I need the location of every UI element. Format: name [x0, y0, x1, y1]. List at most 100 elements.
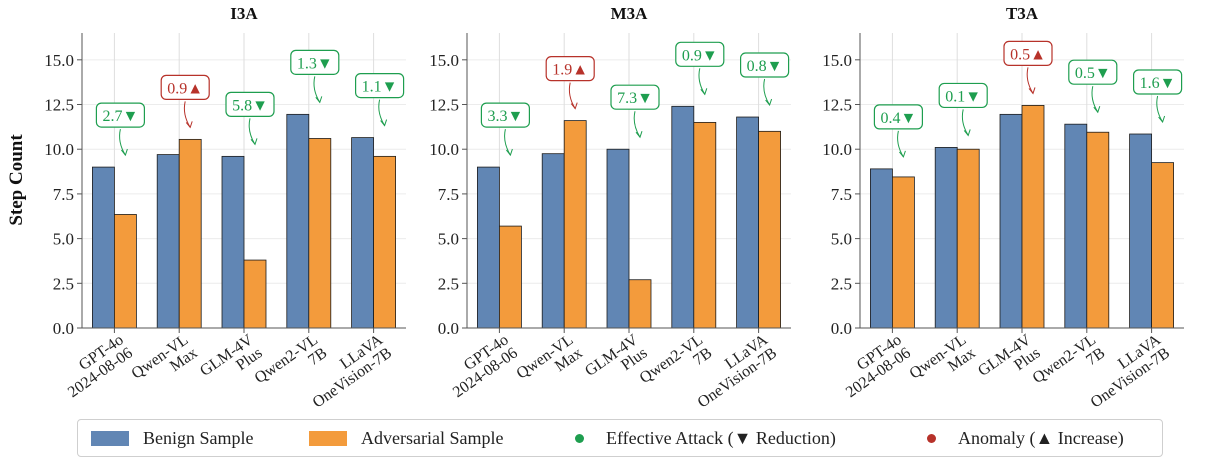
adversarial-bar-4 [1152, 163, 1174, 328]
annotation-label: 1.6▼ [1140, 75, 1176, 92]
benign-bar-4 [737, 117, 759, 328]
x-tick-label: GLM-4VPlus [975, 331, 1044, 393]
annotation-label: 0.8▼ [747, 58, 783, 75]
annotation-label: 2.7▼ [102, 108, 138, 125]
annotation-4: 1.1▼ [356, 74, 404, 126]
annotation-1: 1.9▲ [546, 57, 594, 109]
adversarial-bar-2 [1022, 105, 1044, 328]
adversarial-bar-1 [564, 121, 586, 328]
y-tick-label: 0.0 [53, 319, 74, 338]
panel-i3a: 0.02.55.07.510.012.515.0I3AGPT-4o2024-08… [44, 4, 406, 411]
x-tick-label: GLM-4VPlus [197, 331, 266, 393]
legend-label-adversarial: Adversarial Sample [361, 428, 503, 449]
annotation-label: 7.3▼ [617, 90, 653, 107]
y-tick-label: 5.0 [831, 230, 852, 249]
annotation-0: 2.7▼ [96, 103, 144, 155]
benign-bar-2 [607, 149, 629, 328]
adversarial-bar-1 [957, 149, 979, 328]
annotation-label: 5.8▼ [232, 97, 268, 114]
y-tick-label: 10.0 [429, 140, 459, 159]
benign-bar-0 [870, 169, 892, 328]
legend-item-anomaly: Anomaly (▲ Increase) [927, 420, 1124, 456]
y-tick-label: 12.5 [44, 96, 74, 115]
adversarial-bar-0 [499, 226, 521, 328]
benign-bar-3 [1065, 124, 1087, 328]
benign-bar-4 [1130, 134, 1152, 328]
annotation-label: 0.9▲ [167, 80, 203, 97]
annotation-label: 0.4▼ [880, 110, 916, 127]
annotation-label: 3.3▼ [487, 108, 523, 125]
adversarial-bar-3 [309, 138, 331, 328]
y-tick-label: 7.5 [831, 185, 852, 204]
annotation-label: 0.5▼ [1075, 65, 1111, 82]
x-tick-label: GPT-4o2024-08-06 [834, 331, 914, 401]
annotation-1: 0.1▼ [939, 83, 987, 135]
x-tick-label: Qwen2-VL7B [637, 331, 716, 400]
annotation-1: 0.9▲ [161, 75, 209, 127]
benign-swatch [91, 431, 129, 446]
annotation-label: 0.1▼ [945, 88, 981, 105]
panel-title: M3A [611, 4, 649, 23]
x-tick-label: Qwen-VLMax [907, 331, 979, 395]
y-tick-label: 7.5 [438, 185, 459, 204]
x-tick-label: GPT-4o2024-08-06 [441, 331, 521, 401]
legend-item-benign: Benign Sample [91, 420, 254, 456]
legend: Benign Sample Adversarial Sample Effecti… [77, 419, 1163, 457]
x-tick-label: Qwen2-VL7B [1030, 331, 1109, 400]
x-tick-label: Qwen2-VL7B [252, 331, 331, 400]
y-tick-label: 15.0 [822, 51, 852, 70]
benign-bar-1 [542, 154, 564, 328]
y-tick-label: 2.5 [438, 274, 459, 293]
legend-label-effective: Effective Attack (▼ Reduction) [606, 428, 836, 449]
y-tick-label: 2.5 [831, 274, 852, 293]
benign-bar-3 [287, 114, 309, 328]
figure: Step Count 0.0 2.5 5.0 7.5 10.0 12.5 15.0 I3A GP… [0, 0, 1214, 419]
benign-bar-1 [157, 155, 179, 328]
legend-item-adversarial: Adversarial Sample [309, 420, 503, 456]
y-tick-label: 15.0 [44, 51, 74, 70]
annotation-0: 3.3▼ [481, 103, 529, 155]
panel-title: I3A [230, 4, 258, 23]
y-tick-label: 2.5 [53, 274, 74, 293]
annotation-3: 0.9▼ [676, 42, 724, 94]
x-tick-label: GLM-4VPlus [582, 331, 651, 393]
benign-bar-0 [92, 167, 114, 328]
panel-m3a: 0.0 2.5 5.0 7.5 10.0 12.5 15.0 M3A GPT-4o2024-08… [429, 4, 791, 411]
y-tick-label: 0.0 [438, 319, 459, 338]
y-tick-label: 12.5 [822, 96, 852, 115]
annotation-label: 1.3▼ [297, 55, 333, 72]
y-tick-label: 5.0 [438, 230, 459, 249]
adversarial-swatch [309, 431, 347, 446]
annotation-3: 1.3▼ [291, 50, 339, 102]
y-tick-label: 12.5 [429, 96, 459, 115]
annotation-4: 0.8▼ [741, 53, 789, 105]
annotation-label: 1.9▲ [552, 62, 588, 79]
adversarial-bar-0 [114, 214, 136, 328]
x-tick-label: Qwen-VLMax [514, 331, 586, 395]
effective-dot-icon [575, 434, 584, 443]
adversarial-bar-4 [374, 156, 396, 328]
annotation-2: 7.3▼ [611, 85, 659, 137]
y-tick-label: 0.0 [831, 319, 852, 338]
benign-bar-0 [477, 167, 499, 328]
y-tick-label: 10.0 [44, 140, 74, 159]
benign-bar-2 [1000, 114, 1022, 328]
y-tick-label: 15.0 [429, 51, 459, 70]
annotation-2: 5.8▼ [226, 92, 274, 144]
x-tick-label: GPT-4o2024-08-06 [56, 331, 136, 401]
y-tick-label: 5.0 [53, 230, 74, 249]
benign-bar-3 [672, 106, 694, 328]
y-axis-label: Step Count [6, 134, 27, 226]
benign-bar-2 [222, 156, 244, 328]
y-tick-label: 10.0 [822, 140, 852, 159]
annotation-4: 1.6▼ [1134, 70, 1182, 122]
legend-label-anomaly: Anomaly (▲ Increase) [958, 428, 1124, 449]
anomaly-dot-icon [927, 434, 936, 443]
adversarial-bar-2 [244, 260, 266, 328]
panel-title: T3A [1006, 4, 1039, 23]
legend-label-benign: Benign Sample [143, 428, 254, 449]
annotation-label: 0.5▲ [1010, 46, 1046, 63]
benign-bar-4 [352, 138, 374, 328]
adversarial-bar-0 [892, 177, 914, 328]
adversarial-bar-3 [694, 122, 716, 328]
